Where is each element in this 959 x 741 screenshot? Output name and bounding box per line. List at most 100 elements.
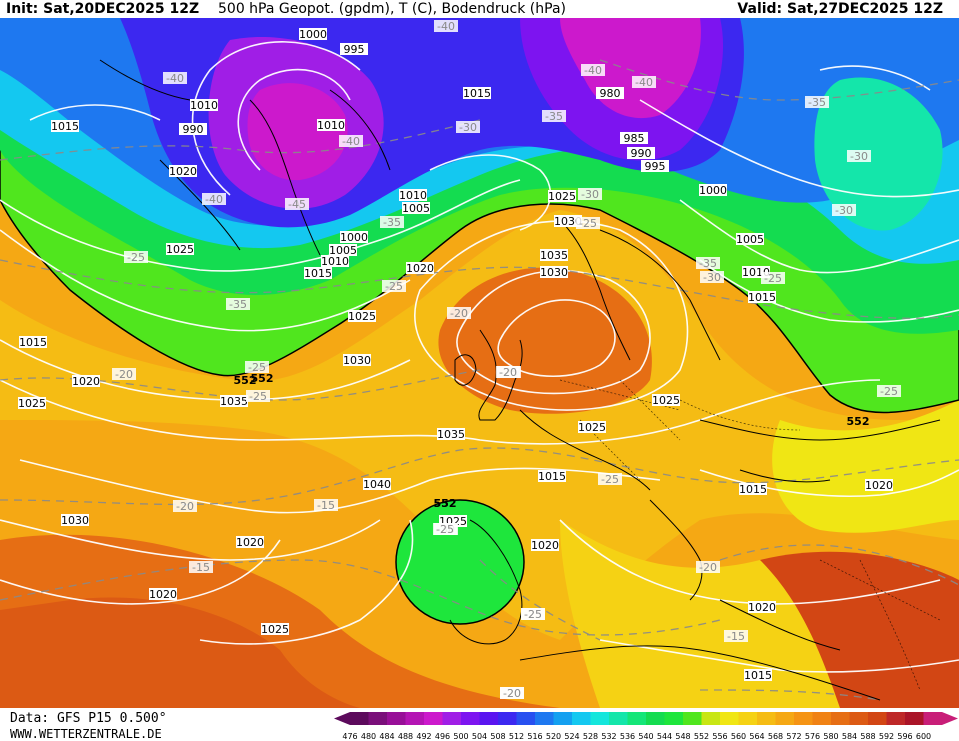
legend-swatch <box>461 712 480 725</box>
legend-label: 484 <box>379 732 394 741</box>
legend-label: 572 <box>786 732 801 741</box>
legend-swatch <box>498 712 517 725</box>
isobar-label: 1000 <box>299 28 327 41</box>
isobar-label: 1020 <box>169 165 197 178</box>
geopotential-label: 552 <box>434 497 457 510</box>
isotherm-label: -35 <box>699 257 717 270</box>
isotherm-label-bg <box>339 135 363 147</box>
website-link[interactable]: WWW.WETTERZENTRALE.DE <box>10 727 162 741</box>
legend-label: 536 <box>620 732 635 741</box>
legend-swatch <box>757 712 776 725</box>
isotherm-label-bg <box>761 272 785 284</box>
isotherm-label: -15 <box>192 561 210 574</box>
isobar-label-bg <box>744 669 772 681</box>
isobar-label-bg <box>540 266 568 278</box>
isotherm-label-bg <box>542 110 566 122</box>
isotherm-label-bg <box>202 193 226 205</box>
legend-label: 596 <box>897 732 912 741</box>
legend-label: 544 <box>657 732 672 741</box>
isobar-label-bg <box>463 87 491 99</box>
isobar-label: 1040 <box>363 478 391 491</box>
isobar-label-bg <box>317 119 345 131</box>
isobar-label-bg <box>236 536 264 548</box>
isobar-label-bg <box>531 539 559 551</box>
legend-swatch <box>794 712 813 725</box>
isobar-label: 1020 <box>72 375 100 388</box>
isotherm-label-bg <box>598 473 622 485</box>
isobar-label: 1010 <box>317 119 345 132</box>
color-legend: 476 480 484 488 492 496 500 504 508 512 516 520 524 5… <box>334 712 958 741</box>
isotherm-label-bg <box>173 500 197 512</box>
isotherm-label: -35 <box>229 298 247 311</box>
isotherm-label-bg <box>246 390 270 402</box>
isobar-label: 1015 <box>739 483 767 496</box>
isobar-label: 1015 <box>538 470 566 483</box>
isobar-label-bg <box>299 28 327 40</box>
isotherm-label: -25 <box>385 280 403 293</box>
legend-label: 512 <box>509 732 524 741</box>
isobar-label-bg <box>179 123 207 135</box>
isobar-label-bg <box>304 267 332 279</box>
isobar-label: 1010 <box>321 255 349 268</box>
isobar-label-bg <box>18 397 46 409</box>
legend-label: 600 <box>916 732 931 741</box>
isobar-label: 1020 <box>149 588 177 601</box>
isotherm-label: -25 <box>248 361 266 374</box>
isobar-label-bg <box>748 601 776 613</box>
legend-swatch <box>886 712 905 725</box>
isobar-label-bg <box>554 215 582 227</box>
isobar-label: 1030 <box>554 215 582 228</box>
isobar-label: 995 <box>344 43 365 56</box>
valid-time: Valid: Sat,27DEC2025 12Z <box>737 1 943 17</box>
isobar-label: 1015 <box>19 336 47 349</box>
isotherm-label: -25 <box>764 272 782 285</box>
legend-swatch <box>923 712 942 725</box>
isobar-label: 1020 <box>406 262 434 275</box>
yellow-south <box>560 520 840 708</box>
polar-vortex-east-core <box>560 18 701 119</box>
isobar-label: 1025 <box>18 397 46 410</box>
legend-swatch <box>775 712 794 725</box>
isobar-label-bg <box>169 165 197 177</box>
yellow-east <box>772 400 959 533</box>
legend-swatch <box>350 712 369 725</box>
isobar-label-bg <box>149 588 177 600</box>
init-time: Init: Sat,20DEC2025 12Z <box>6 1 200 17</box>
isobar-label-bg <box>865 479 893 491</box>
legend-label: 508 <box>490 732 505 741</box>
isotherm-label-bg <box>434 20 458 32</box>
warm-ridge-center <box>438 267 652 414</box>
legend-label: 592 <box>879 732 894 741</box>
legend-label: 500 <box>453 732 468 741</box>
isobar-label: 1000 <box>699 184 727 197</box>
legend-label: 540 <box>638 732 653 741</box>
isobar-label-bg <box>620 132 648 144</box>
mid-yellow-band <box>0 210 959 640</box>
isobar-label: 1025 <box>166 243 194 256</box>
map-title: 500 hPa Geopot. (gpdm), T (C), Bodendruc… <box>218 1 566 17</box>
isotherm-label: -25 <box>436 523 454 536</box>
legend-swatch <box>405 712 424 725</box>
legend-swatch <box>646 712 665 725</box>
isobar-label-bg <box>748 291 776 303</box>
isobar-label: 1030 <box>343 354 371 367</box>
isotherm-label: -20 <box>499 366 517 379</box>
legend-arrow-left <box>334 712 350 725</box>
isotherm-label: -40 <box>635 76 653 89</box>
isotherm-label: -25 <box>127 251 145 264</box>
isotherm-label-bg <box>380 216 404 228</box>
isobar-label: 1015 <box>51 120 79 133</box>
legend-swatch <box>424 712 443 725</box>
isotherm-label: -30 <box>850 150 868 163</box>
isotherm-label-bg <box>632 76 656 88</box>
isobar-label: 1020 <box>865 479 893 492</box>
legend-swatch <box>516 712 535 725</box>
legend-label: 548 <box>675 732 690 741</box>
isotherm-label-bg <box>576 217 600 229</box>
isotherm-label-bg <box>245 361 269 373</box>
legend-label: 552 <box>694 732 709 741</box>
isotherm-label: -35 <box>808 96 826 109</box>
geopotential-label: 552 <box>434 497 457 510</box>
color-legend-boxes <box>334 712 958 725</box>
isobar-label: 1010 <box>190 99 218 112</box>
